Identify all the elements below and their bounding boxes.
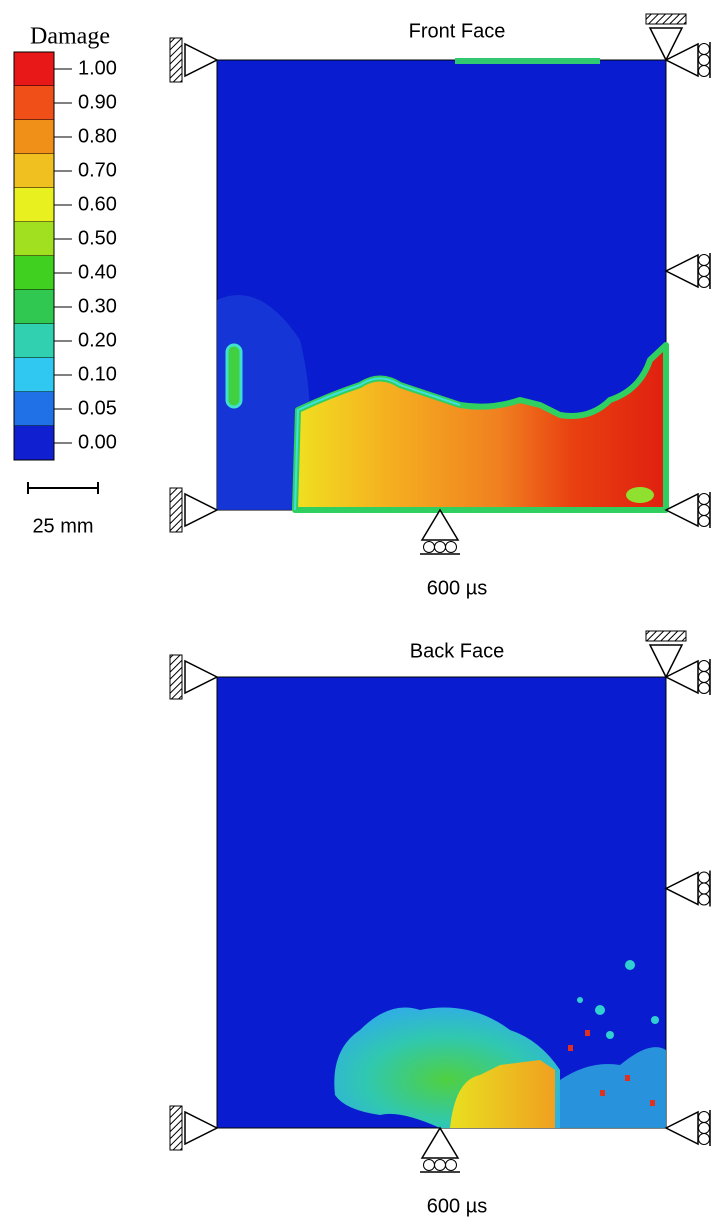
colorbar-band bbox=[14, 358, 54, 392]
support-roller bbox=[423, 541, 435, 553]
colorbar-label: 0.05 bbox=[78, 397, 117, 419]
support-roller bbox=[698, 65, 710, 77]
support-triangle bbox=[664, 871, 699, 906]
colorbar-band bbox=[14, 324, 54, 358]
support-roller bbox=[445, 541, 457, 553]
colorbar-label: 0.70 bbox=[78, 159, 117, 181]
support-triangle bbox=[664, 492, 699, 528]
time-label: 600 µs bbox=[427, 1195, 487, 1217]
support-roller bbox=[698, 660, 710, 672]
support-roller bbox=[698, 265, 710, 277]
colorbar-label: 0.10 bbox=[78, 363, 117, 385]
support-roller bbox=[698, 515, 710, 527]
colorbar-label: 0.00 bbox=[78, 431, 117, 453]
support-triangle bbox=[664, 1110, 699, 1146]
legend-title: Damage bbox=[30, 24, 110, 50]
colorbar-band bbox=[14, 426, 54, 460]
support-hatch bbox=[645, 630, 687, 642]
support-roller bbox=[698, 276, 710, 288]
support-roller bbox=[698, 1133, 710, 1145]
front-face-contour bbox=[216, 58, 669, 513]
support-roller bbox=[698, 1122, 710, 1134]
colorbar-band bbox=[14, 256, 54, 290]
colorbar-label: 0.20 bbox=[78, 329, 117, 351]
support-roller bbox=[698, 54, 710, 66]
colorbar-band bbox=[14, 52, 54, 86]
support-roller bbox=[698, 871, 710, 884]
support-triangle bbox=[648, 644, 684, 679]
support-triangle bbox=[648, 27, 684, 62]
support-triangle bbox=[420, 1126, 460, 1159]
support-roller bbox=[445, 1159, 457, 1171]
colorbar-label: 0.50 bbox=[78, 227, 117, 249]
panel-title: Front Face bbox=[409, 20, 506, 42]
time-label: 600 µs bbox=[427, 577, 487, 599]
colorbar-band bbox=[14, 222, 54, 256]
support-roller bbox=[698, 504, 710, 516]
scale-bar-label: 25 mm bbox=[32, 515, 93, 537]
support-roller bbox=[698, 682, 710, 694]
colorbar-band bbox=[14, 290, 54, 324]
panel-title: Back Face bbox=[410, 640, 504, 662]
colorbar-band bbox=[14, 120, 54, 154]
support-roller bbox=[423, 1159, 435, 1171]
support-hatch bbox=[645, 13, 687, 25]
back-face-contour bbox=[216, 676, 667, 1129]
support-roller bbox=[698, 882, 710, 895]
colorbar-band bbox=[14, 86, 54, 120]
support-roller bbox=[698, 254, 710, 266]
colorbar-label: 0.30 bbox=[78, 295, 117, 317]
colorbar-frame bbox=[13, 51, 55, 461]
colorbar-band bbox=[14, 154, 54, 188]
colorbar: 1.00 0.90 0.80 0.70 0.60 0.50 0.40 0.30 0.20 0.10… bbox=[13, 51, 117, 461]
support-triangle bbox=[184, 492, 219, 528]
support-roller bbox=[698, 493, 710, 505]
colorbar-band bbox=[14, 188, 54, 222]
colorbar-label: 0.90 bbox=[78, 91, 117, 113]
support-roller bbox=[434, 1159, 446, 1171]
support-triangle bbox=[184, 659, 219, 695]
support-triangle bbox=[184, 1110, 219, 1146]
supports bbox=[169, 13, 711, 1173]
support-hatch bbox=[169, 37, 183, 83]
colorbar-label: 0.60 bbox=[78, 193, 117, 215]
support-triangle bbox=[184, 42, 219, 78]
support-triangle bbox=[420, 508, 460, 541]
support-hatch bbox=[169, 487, 183, 533]
colorbar-label: 0.80 bbox=[78, 125, 117, 147]
support-roller bbox=[698, 43, 710, 55]
support-hatch bbox=[169, 1105, 183, 1151]
support-roller bbox=[698, 893, 710, 906]
support-roller bbox=[698, 1111, 710, 1123]
support-roller bbox=[698, 671, 710, 683]
colorbar-band bbox=[14, 392, 54, 426]
support-hatch bbox=[169, 654, 183, 700]
colorbar-label: 0.40 bbox=[78, 261, 117, 283]
support-triangle bbox=[664, 253, 699, 289]
support-roller bbox=[434, 541, 446, 553]
colorbar-label: 1.00 bbox=[78, 57, 117, 79]
